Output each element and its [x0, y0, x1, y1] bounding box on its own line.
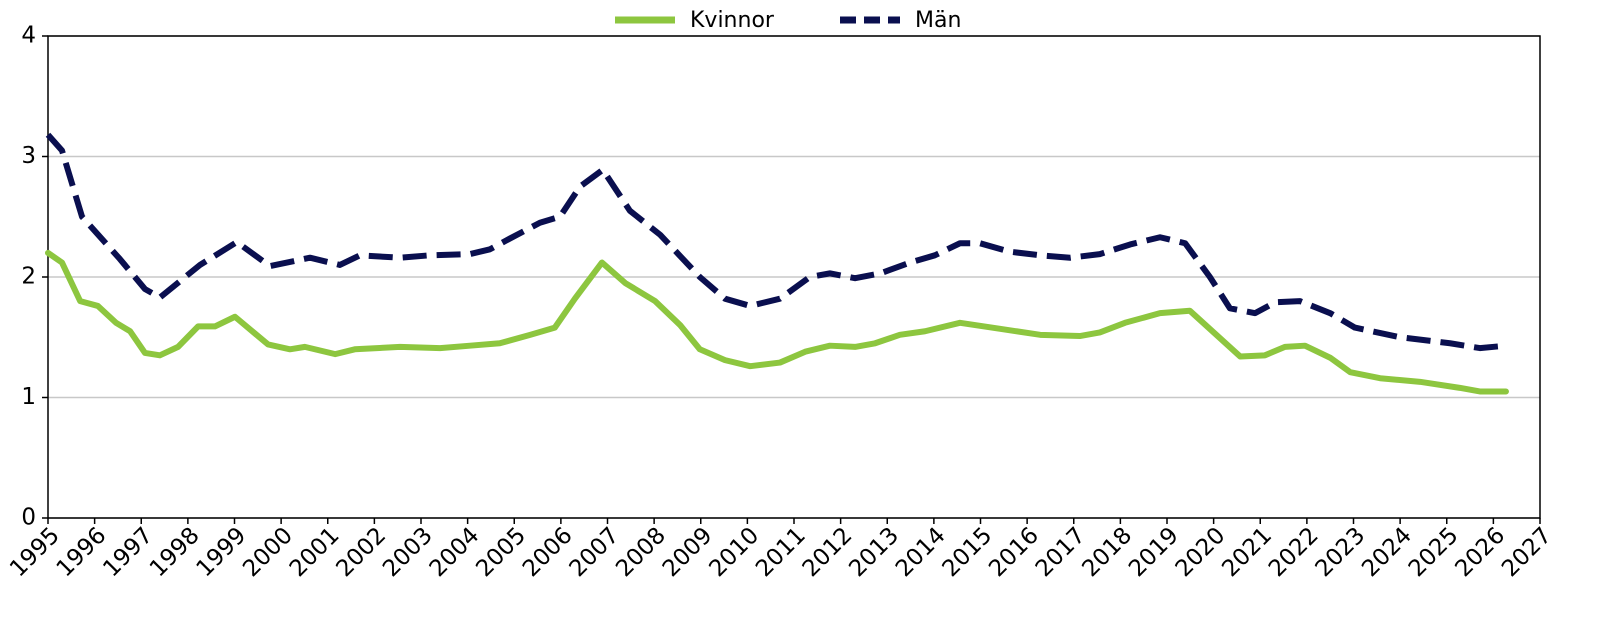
x-tick-label: 2007 [565, 522, 625, 582]
x-tick-label: 1996 [52, 522, 112, 582]
y-tick-label: 1 [21, 384, 36, 410]
x-tick-label: 2010 [704, 522, 764, 582]
x-tick-label: 2003 [378, 522, 438, 582]
x-tick-label: 2000 [238, 522, 298, 582]
x-tick-label: 1997 [98, 522, 158, 582]
x-tick-label: 2022 [1264, 522, 1324, 582]
plot-border [47, 35, 1541, 519]
x-tick-label: 2009 [658, 522, 718, 582]
x-tick-label: 2019 [1124, 522, 1184, 582]
x-tick-label: 2020 [1171, 522, 1231, 582]
x-tick-label: 2026 [1450, 522, 1510, 582]
x-tick-label: 2025 [1404, 522, 1464, 582]
x-tick-label: 2013 [844, 522, 904, 582]
x-tick-label: 2001 [285, 522, 345, 582]
x-tick-label: 1995 [5, 522, 65, 582]
x-tick-label: 2014 [891, 522, 951, 582]
x-tick-label: 2006 [518, 522, 578, 582]
x-tick-label: 2011 [751, 522, 811, 582]
x-tick-label: 1998 [145, 522, 205, 582]
x-tick-label: 2004 [425, 522, 485, 582]
x-tick-label: 2015 [938, 522, 998, 582]
series-line [45, 249, 1509, 395]
y-tick-label: 4 [21, 23, 36, 49]
x-tick-label: 2027 [1497, 522, 1557, 582]
x-tick-label: 2016 [984, 522, 1044, 582]
x-tick-label: 2012 [798, 522, 858, 582]
y-tick-label: 2 [21, 264, 36, 290]
series-line [45, 132, 1507, 352]
x-tick-label: 2018 [1077, 522, 1137, 582]
x-tick-label: 2021 [1217, 522, 1277, 582]
x-tick-label: 2023 [1311, 522, 1371, 582]
x-tick-label: 2005 [471, 522, 531, 582]
x-tick-label: 2008 [611, 522, 671, 582]
y-tick-label: 0 [21, 505, 36, 531]
x-tick-label: 2017 [1031, 522, 1091, 582]
x-tick-label: 2002 [331, 522, 391, 582]
x-tick-label: 2024 [1357, 522, 1417, 582]
legend-label: Kvinnor [690, 8, 775, 33]
y-tick-label: 3 [21, 143, 36, 169]
legend-label: Män [915, 8, 961, 33]
x-tick-label: 1999 [192, 522, 252, 582]
